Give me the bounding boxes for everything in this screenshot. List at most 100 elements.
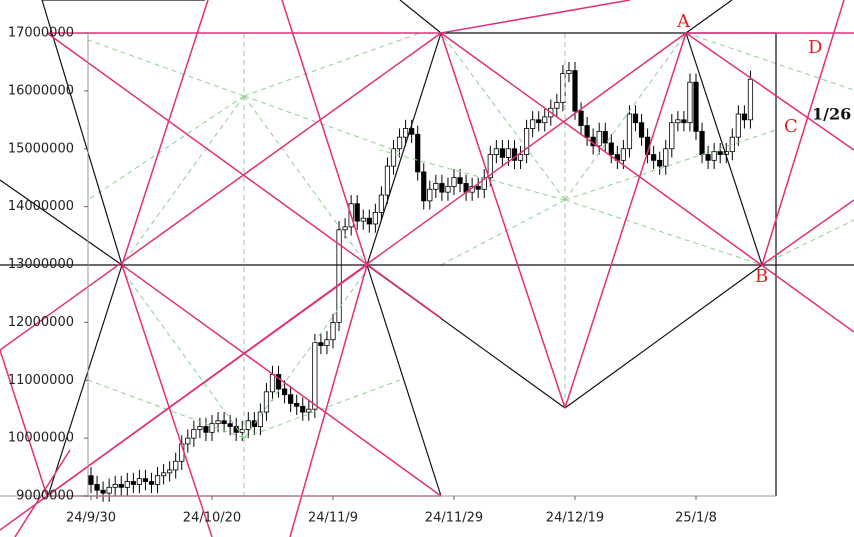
candle-body: [257, 411, 264, 427]
candle-body: [94, 484, 100, 491]
candle-body: [711, 151, 717, 161]
y-tick-label: 15000000: [8, 141, 74, 156]
candle-body: [185, 437, 191, 445]
candle-body: [493, 148, 499, 155]
candle-body: [517, 154, 524, 161]
candle-body: [499, 148, 506, 158]
candle-body: [384, 165, 391, 196]
candle-body: [741, 113, 748, 121]
candle-body: [445, 185, 451, 193]
x-tick-label: 24/10/20: [183, 511, 241, 526]
candle-body: [209, 423, 215, 433]
candle-body: [626, 113, 633, 150]
candle-body: [118, 484, 124, 488]
candle-body: [524, 128, 530, 155]
candle-body: [148, 481, 155, 485]
candle-body: [596, 130, 602, 147]
candle-body: [288, 394, 294, 404]
candle-body: [360, 217, 366, 222]
candle-body: [608, 142, 614, 155]
candle-body: [124, 481, 130, 488]
candles: [88, 61, 754, 502]
candle-body: [318, 342, 324, 346]
candle-body: [167, 469, 173, 474]
candle-body: [402, 128, 409, 138]
candle-body: [505, 148, 512, 158]
candle-body: [173, 460, 179, 471]
candle-body: [511, 148, 518, 161]
candle-body: [433, 183, 439, 190]
candle-body: [142, 478, 149, 482]
candle-body: [457, 177, 463, 184]
candle-body: [106, 486, 112, 494]
annotation: D: [808, 37, 822, 58]
candle-body: [578, 110, 584, 126]
candle-body: [657, 159, 663, 167]
candle-body: [566, 70, 572, 74]
candle-body: [390, 148, 397, 167]
candle-body: [729, 136, 735, 153]
candle-body: [451, 177, 457, 187]
candle-body: [330, 321, 336, 341]
candle-body: [439, 183, 445, 193]
candle-body: [372, 212, 378, 225]
candle-body: [542, 116, 548, 124]
candle-body: [215, 420, 221, 425]
candle-body: [312, 342, 318, 410]
candle-body: [354, 203, 360, 222]
candle-body: [620, 148, 627, 161]
candle-body: [263, 391, 270, 413]
candle-body: [130, 481, 136, 485]
y-tick-label: 17000000: [8, 26, 74, 41]
candle-body: [245, 420, 251, 430]
candle-body: [88, 475, 94, 485]
x-tick-label: 24/11/9: [308, 511, 358, 526]
candle-body: [281, 388, 288, 396]
y-tick-label: 11000000: [8, 373, 74, 388]
candle-body: [536, 119, 542, 124]
candle-body: [554, 102, 560, 109]
candle-body: [112, 484, 118, 488]
candle-body: [584, 125, 590, 138]
candle-body: [487, 154, 493, 179]
candle-body: [572, 70, 578, 112]
candle-body: [638, 122, 645, 138]
annotation: 1/26: [812, 105, 851, 124]
annotation: B: [755, 266, 768, 287]
candle-body: [275, 374, 282, 390]
x-tick-label: 24/11/29: [425, 511, 483, 526]
candle-body: [294, 402, 300, 407]
axes: 9000000 10000000 11000000 12000000 13000000 1…: [8, 26, 717, 526]
candle-body: [747, 78, 754, 121]
candle-body: [154, 475, 161, 485]
candle-body: [687, 81, 693, 124]
candle-body: [324, 339, 330, 346]
candle-body: [336, 229, 342, 323]
candle-body: [717, 151, 723, 155]
candle-body: [602, 130, 608, 144]
candle-body: [415, 133, 421, 173]
candle-body: [306, 408, 312, 413]
candle-body: [191, 429, 197, 439]
candle-body: [663, 148, 669, 167]
y-tick-label: 10000000: [8, 431, 74, 446]
candle-body: [342, 226, 348, 231]
y-tick-label: 13000000: [8, 257, 74, 272]
candle-body: [160, 472, 167, 477]
y-tick-label: 14000000: [8, 199, 74, 214]
x-tick-label: 24/9/30: [66, 511, 116, 526]
candle-body: [560, 73, 566, 103]
candle-body: [227, 423, 233, 427]
candle-body: [427, 188, 433, 202]
candle-body: [136, 478, 142, 485]
candle-body: [693, 81, 699, 132]
candle-body: [669, 122, 675, 150]
candle-body: [100, 489, 106, 494]
candle-body: [251, 420, 257, 427]
candle-body: [396, 136, 403, 150]
annotation: C: [784, 116, 798, 137]
candle-body: [378, 194, 385, 213]
candle-body: [366, 217, 372, 225]
candle-body: [681, 119, 687, 124]
